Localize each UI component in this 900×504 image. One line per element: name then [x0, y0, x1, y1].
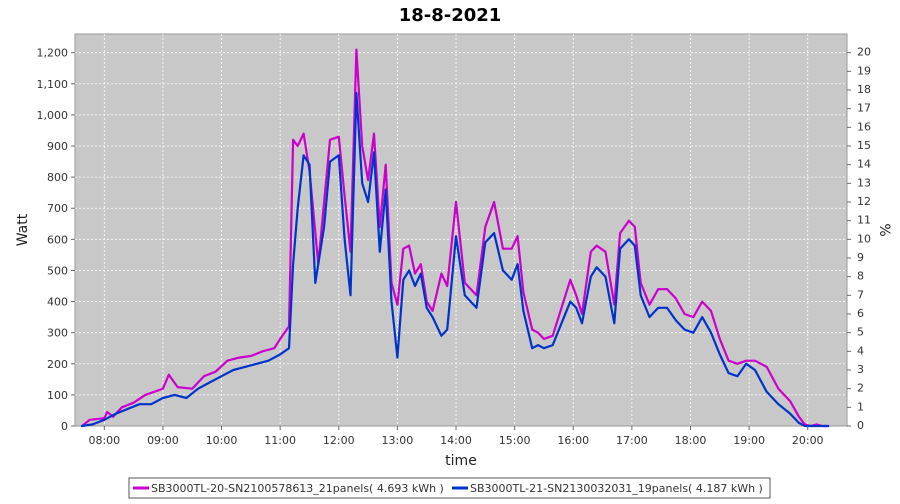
x-axis-ticks: 08:00 09:00 10:00 11:00 12:00 13:00 14:00 15:00… [88, 426, 824, 447]
x-axis-label: time [445, 453, 477, 469]
y2-tick-label: 9 [857, 251, 864, 264]
x-tick-label: 12:00 [323, 434, 355, 447]
y2-tick-label: 18 [857, 83, 871, 96]
y2-tick-label: 1 [857, 400, 864, 413]
y-tick-label: 800 [47, 171, 68, 184]
x-tick-label: 08:00 [88, 434, 120, 447]
x-tick-label: 10:00 [206, 434, 238, 447]
y-axis-ticks: 0 100 200 300 400 500 600 700 800 900 1,000 1,100 1,… [37, 47, 75, 433]
y-tick-label: 1,100 [37, 78, 69, 91]
y2-tick-label: 7 [857, 288, 864, 301]
y2-tick-label: 4 [857, 344, 864, 357]
y-tick-label: 200 [47, 358, 68, 371]
y-tick-label: 0 [61, 420, 68, 433]
series-line-2 [80, 91, 830, 428]
plot-area [74, 33, 848, 427]
y2-tick-label: 2 [857, 382, 864, 395]
y-tick-label: 600 [47, 233, 68, 246]
y-tick-label: 700 [47, 202, 68, 215]
x-tick-label: 18:00 [675, 434, 707, 447]
y2-tick-label: 3 [857, 363, 864, 376]
y2-tick-label: 8 [857, 270, 864, 283]
y2-tick-label: 16 [857, 120, 871, 133]
y2-axis-label: % [876, 223, 892, 236]
y-tick-label: 900 [47, 140, 68, 153]
y2-tick-label: 0 [857, 419, 864, 432]
legend-label-1: SB3000TL-20-SN2100578613_21panels( 4.693… [151, 482, 444, 495]
y2-tick-label: 19 [857, 64, 871, 77]
legend-box [128, 477, 771, 499]
y-tick-label: 400 [47, 296, 68, 309]
y-tick-label: 100 [47, 389, 68, 402]
x-tick-label: 13:00 [382, 434, 414, 447]
y-tick-label: 500 [47, 264, 68, 277]
x-tick-label: 09:00 [147, 434, 179, 447]
y-tick-label: 1,200 [37, 47, 69, 60]
y2-tick-label: 14 [857, 158, 871, 171]
grid-lines [75, 34, 847, 426]
x-tick-label: 11:00 [264, 434, 296, 447]
x-tick-label: 16:00 [557, 434, 589, 447]
chart-title: 18-8-2021 [399, 5, 502, 26]
y2-tick-label: 12 [857, 195, 871, 208]
y-tick-label: 300 [47, 327, 68, 340]
y-axis-label: Watt [15, 213, 31, 246]
y2-tick-label: 6 [857, 307, 864, 320]
y2-tick-label: 17 [857, 102, 871, 115]
x-tick-label: 17:00 [616, 434, 648, 447]
series-line-1 [80, 48, 830, 428]
series-lines [80, 48, 830, 428]
y2-tick-label: 5 [857, 326, 864, 339]
y2-tick-label: 13 [857, 176, 871, 189]
legend-label-2: SB3000TL-21-SN2130032031_19panels( 4.187… [470, 482, 763, 495]
y2-tick-label: 20 [857, 46, 871, 59]
x-tick-label: 20:00 [792, 434, 824, 447]
legend: SB3000TL-20-SN2100578613_21panels( 4.693… [128, 477, 771, 499]
x-tick-label: 14:00 [440, 434, 472, 447]
x-tick-label: 15:00 [499, 434, 531, 447]
x-tick-label: 19:00 [733, 434, 765, 447]
y-tick-label: 1,000 [37, 109, 69, 122]
y2-tick-label: 10 [857, 232, 871, 245]
y2-tick-label: 11 [857, 214, 871, 227]
y2-tick-label: 15 [857, 139, 871, 152]
